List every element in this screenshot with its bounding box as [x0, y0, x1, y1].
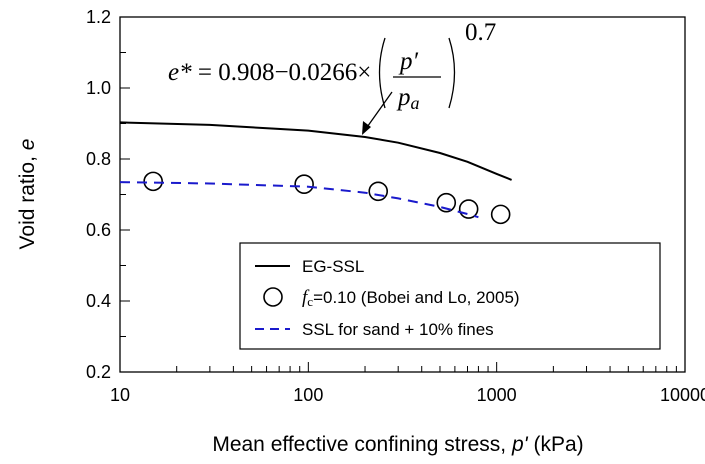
x-tick-label: 1000	[477, 385, 517, 405]
legend-label-ssl-fines: SSL for sand + 10% fines	[302, 320, 494, 339]
data-point	[436, 192, 457, 213]
data-point	[368, 181, 389, 202]
y-tick-label: 0.8	[86, 149, 111, 169]
series-layer	[119, 121, 512, 225]
y-tick-label: 0.4	[86, 291, 111, 311]
equation-left-paren	[378, 37, 386, 109]
x-axis-title: Mean effective confining stress, p' (kPa…	[212, 433, 583, 456]
annotation-arrowhead	[362, 121, 371, 135]
x-tick-label: 10	[110, 385, 130, 405]
y-tick-label: 0.6	[86, 220, 111, 240]
equation-main: e* = 0.908−0.0266×	[168, 59, 371, 86]
annotation-arrow-line	[364, 91, 393, 131]
y-axis-title: Void ratio, e	[16, 139, 39, 250]
equation-exponent: 0.7	[465, 19, 496, 46]
y-tick-label: 1.0	[86, 78, 111, 98]
legend-label-eg-ssl: EG-SSL	[302, 257, 364, 276]
y-tick-label: 0.2	[86, 362, 111, 382]
equation-annotation: e* = 0.908−0.0266× p′ pa 0.7	[168, 19, 496, 135]
data-point	[458, 199, 479, 219]
data-point	[294, 174, 314, 195]
equation-numerator: p′	[398, 48, 419, 75]
data-point	[143, 171, 163, 192]
y-tick-label: 1.2	[86, 7, 111, 27]
axis-ticks	[119, 16, 677, 373]
series-line-0	[119, 121, 512, 181]
legend-symbol-bobei-lo	[263, 287, 283, 307]
legend-label-bobei-lo: fc=0.10 (Bobei and Lo, 2005)	[302, 287, 520, 309]
series-line-2	[119, 181, 479, 219]
equation-right-paren	[448, 37, 456, 109]
equation-denominator: pa	[396, 84, 420, 113]
legend-box	[239, 242, 661, 350]
data-point	[490, 204, 511, 225]
legend: EG-SSL fc=0.10 (Bobei and Lo, 2005) SSL …	[239, 242, 661, 350]
x-tick-label: 100	[293, 385, 323, 405]
